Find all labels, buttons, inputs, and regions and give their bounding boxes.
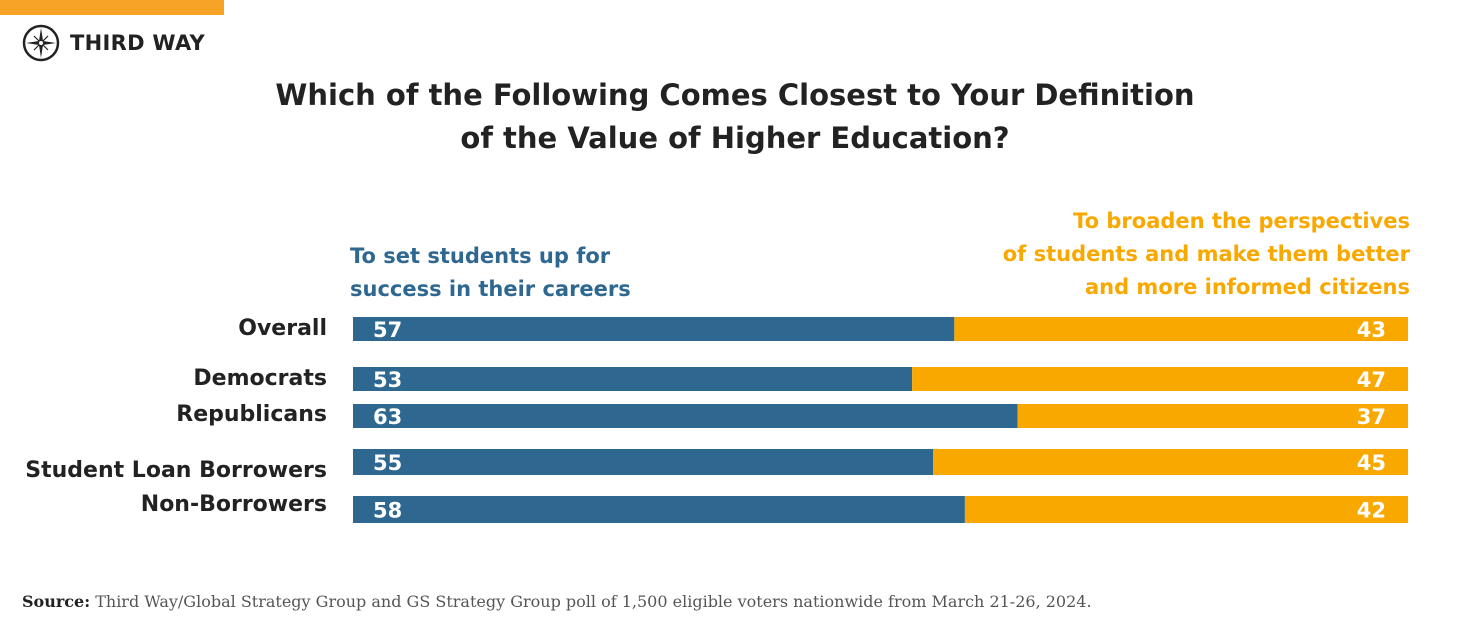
bar-citizens: [1017, 404, 1408, 428]
category-label: Student Loan Borrowers: [25, 458, 327, 483]
source-text: Third Way/Global Strategy Group and GS S…: [90, 592, 1092, 611]
value-label: 58: [373, 499, 402, 523]
chart-title: Which of the Following Comes Closest to …: [0, 74, 1470, 160]
compass-icon: [22, 24, 60, 62]
value-label: 63: [373, 405, 402, 429]
bar-citizens: [954, 317, 1408, 341]
accent-bar: [0, 0, 224, 15]
source-label: Source:: [22, 592, 91, 611]
value-label: 57: [373, 318, 402, 342]
source-note: Source: Third Way/Global Strategy Group …: [22, 592, 1092, 611]
bar-careers: [353, 404, 1018, 428]
legend-line: of students and make them better: [1002, 242, 1410, 266]
bar-citizens: [912, 367, 1408, 391]
logo: THIRD WAY: [22, 24, 205, 62]
category-label: Overall: [238, 316, 327, 341]
value-label: 55: [373, 451, 402, 475]
logo-text: THIRD WAY: [70, 31, 205, 55]
category-label: Republicans: [176, 402, 327, 427]
value-label: 43: [1357, 318, 1386, 342]
bar-citizens: [964, 496, 1408, 523]
bar-careers: [353, 317, 955, 341]
legend-citizens: To broaden the perspectives of students …: [1003, 205, 1410, 304]
bar-careers: [353, 367, 913, 391]
category-label: Non-Borrowers: [140, 492, 327, 517]
bar-citizens: [933, 449, 1408, 475]
legend-careers: To set students up for success in their …: [350, 240, 631, 306]
legend-line: To set students up for: [350, 244, 611, 268]
value-label: 37: [1357, 405, 1386, 429]
category-label: Democrats: [193, 366, 327, 391]
value-label: 42: [1357, 499, 1386, 523]
legend-line: and more informed citizens: [1084, 275, 1410, 299]
value-label: 45: [1357, 451, 1386, 475]
bar-careers: [353, 449, 934, 475]
bar-careers: [353, 496, 965, 523]
title-line: Which of the Following Comes Closest to …: [275, 78, 1195, 112]
value-label: 53: [373, 368, 402, 392]
title-line: of the Value of Higher Education?: [460, 121, 1010, 155]
legend-line: success in their careers: [350, 277, 631, 301]
legend-line: To broaden the perspectives: [1073, 209, 1410, 233]
value-label: 47: [1357, 368, 1386, 392]
